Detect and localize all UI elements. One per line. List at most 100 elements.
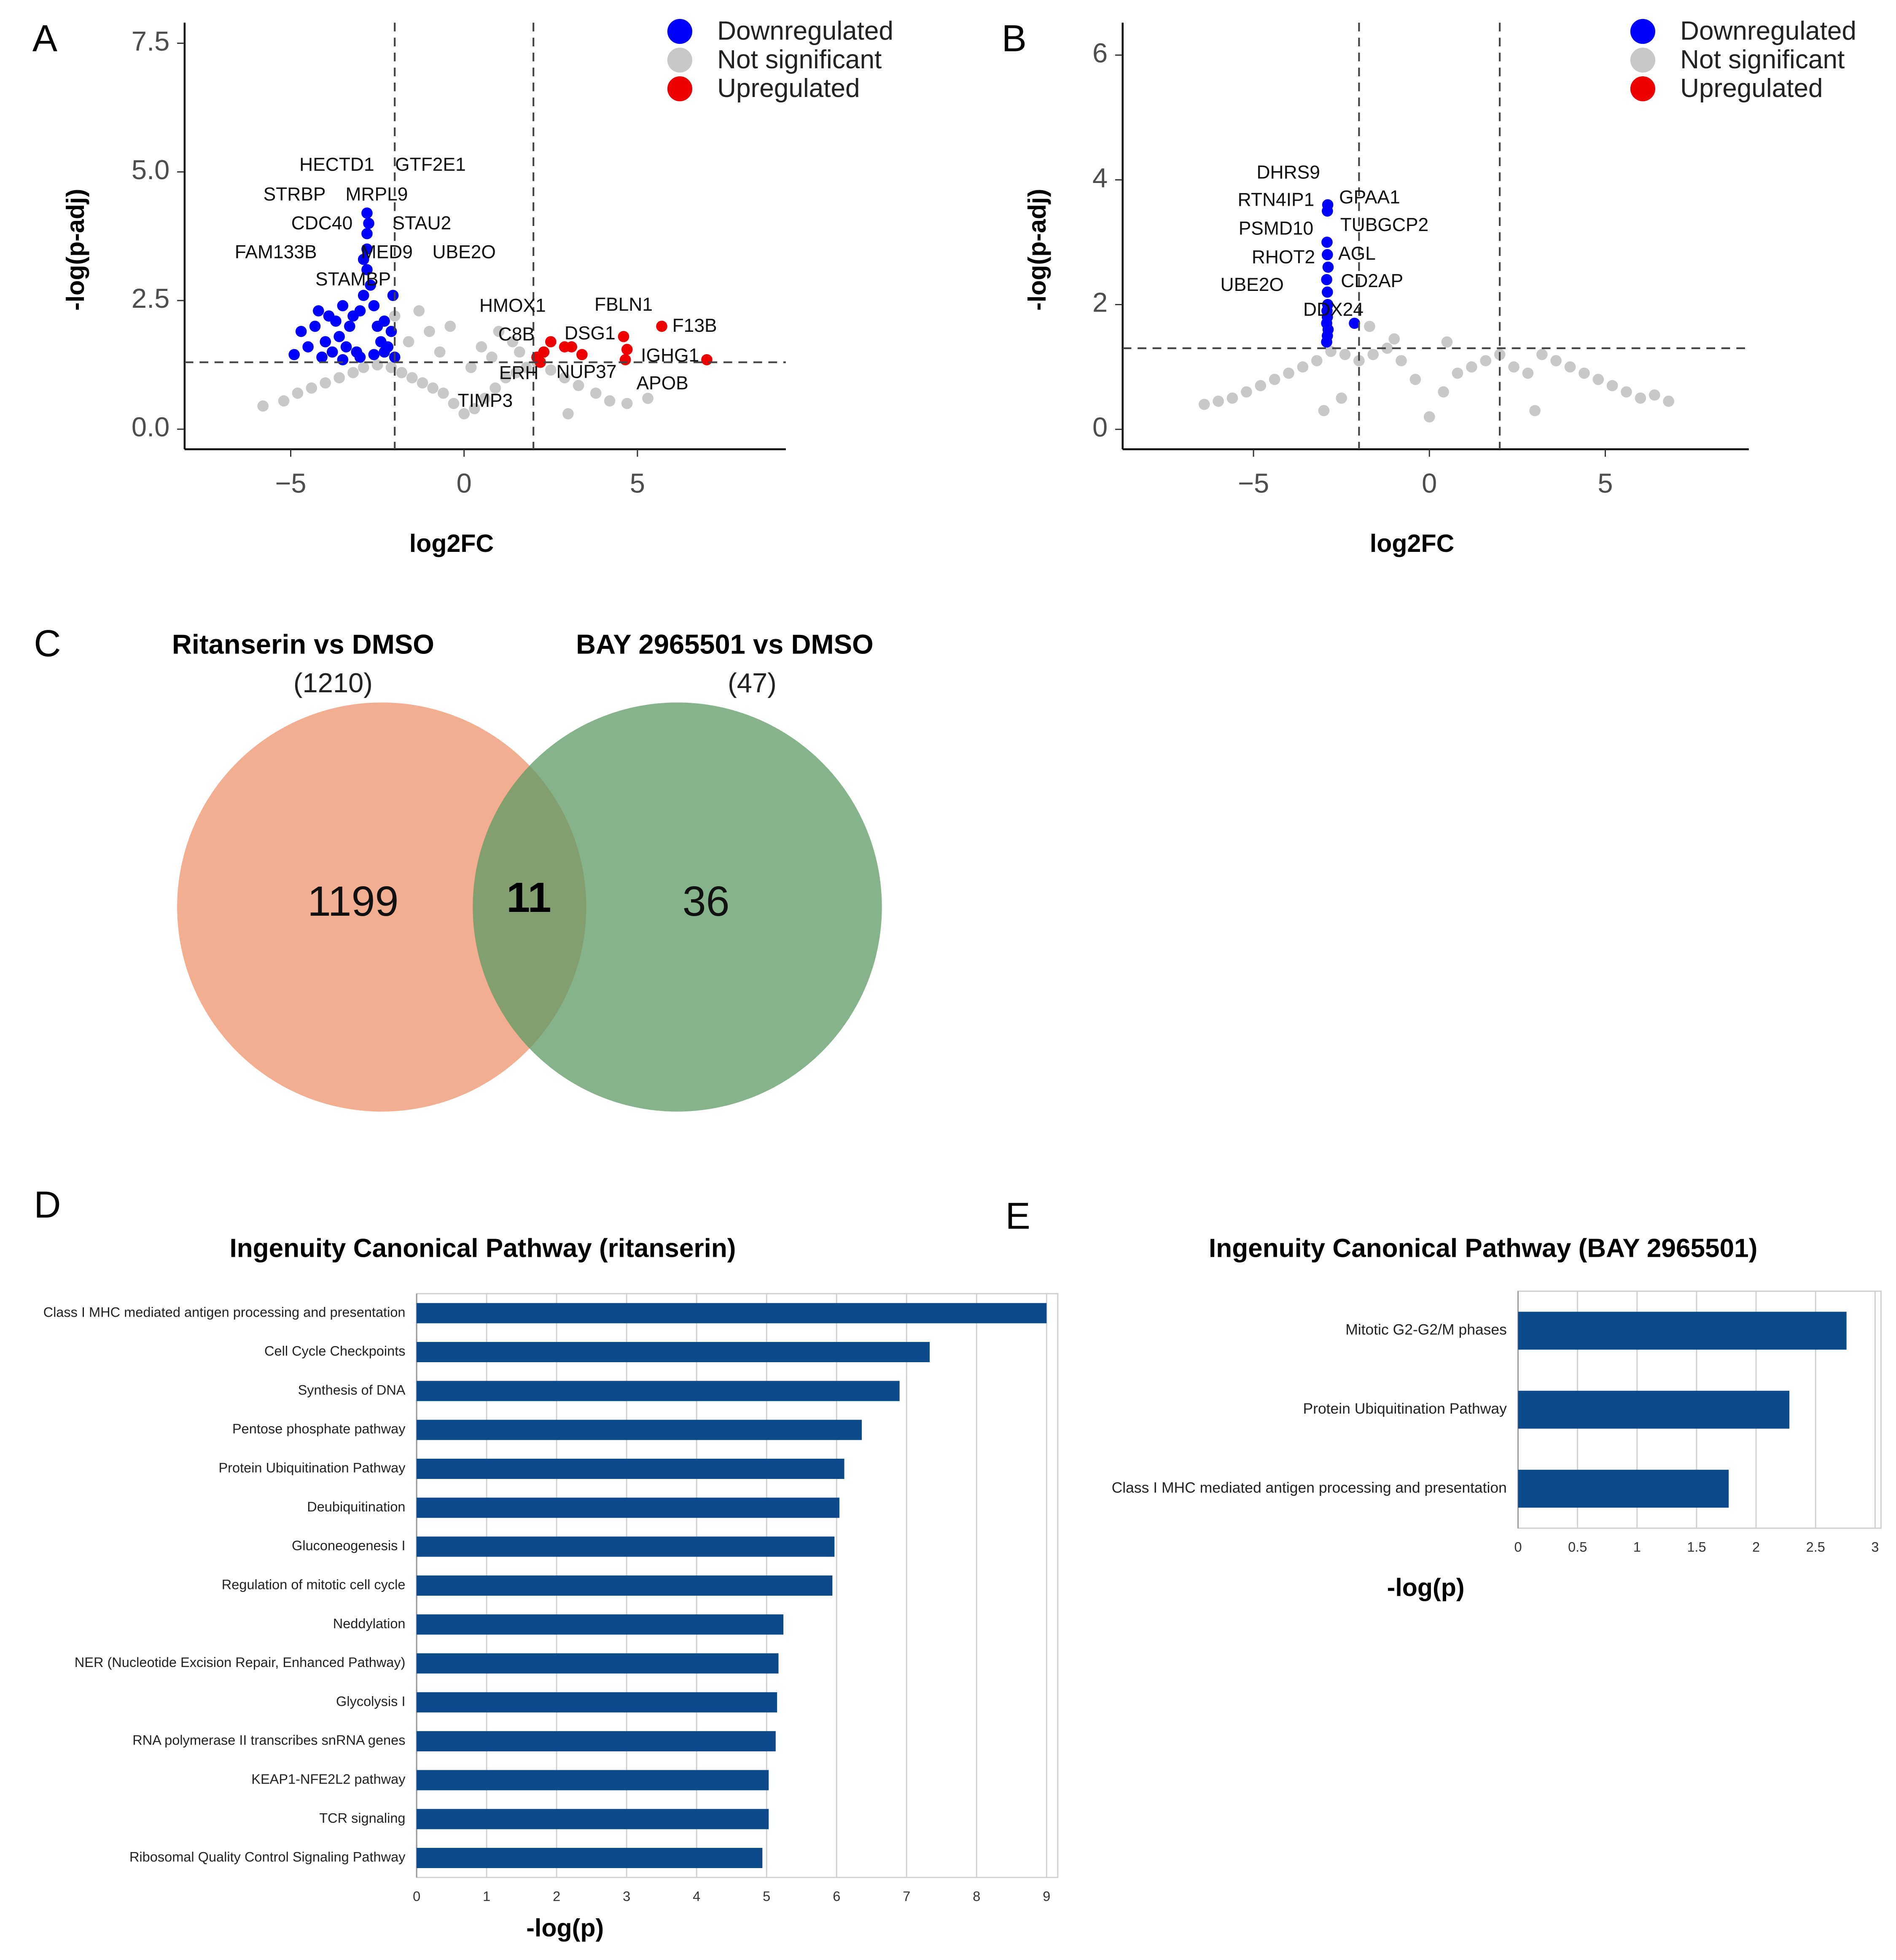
bar xyxy=(417,1458,844,1479)
point xyxy=(306,382,317,394)
legend-label: Not significant xyxy=(1680,45,1845,74)
point xyxy=(1213,395,1224,407)
x-tick-label: 0.5 xyxy=(1568,1540,1587,1555)
point xyxy=(403,336,414,347)
point xyxy=(507,336,519,347)
point xyxy=(573,379,584,391)
y-tick-label: 0.0 xyxy=(132,411,169,442)
y-tick-label: 7.5 xyxy=(132,26,169,56)
gene-label: TUBGCP2 xyxy=(1340,215,1429,235)
point xyxy=(1438,386,1449,398)
point xyxy=(379,315,390,327)
point xyxy=(358,290,369,301)
gene-label: GPAA1 xyxy=(1339,187,1400,208)
point xyxy=(387,290,399,301)
gene-label: UBE2O xyxy=(433,242,496,262)
gene-label: DDX24 xyxy=(1303,299,1364,320)
point xyxy=(1423,411,1435,423)
point xyxy=(1297,361,1309,373)
legend-swatch xyxy=(667,76,692,102)
point xyxy=(427,382,439,394)
category-label: NER (Nucleotide Excision Repair, Enhance… xyxy=(75,1655,406,1670)
x-tick-label: 0 xyxy=(413,1889,420,1904)
y-tick-label: 5.0 xyxy=(132,154,169,185)
overlap-count: 11 xyxy=(506,874,551,921)
category-label: Regulation of mitotic cell cycle xyxy=(222,1577,406,1592)
point xyxy=(406,372,418,384)
legend-label: Downregulated xyxy=(717,16,893,46)
y-tick-label: 2 xyxy=(1092,287,1108,318)
point xyxy=(1606,380,1618,392)
point xyxy=(333,372,345,384)
point xyxy=(354,305,366,317)
point xyxy=(562,408,574,419)
category-label: Deubiquitination xyxy=(307,1499,405,1514)
gene-label: STRBP xyxy=(264,184,326,205)
point xyxy=(545,364,557,376)
point xyxy=(316,351,328,363)
bar xyxy=(417,1614,784,1635)
point xyxy=(493,325,505,337)
bar xyxy=(417,1575,833,1596)
panel-letter: D xyxy=(34,1184,61,1226)
x-tick-label: 4 xyxy=(693,1889,700,1904)
point xyxy=(621,398,633,409)
bar xyxy=(417,1303,1047,1323)
point xyxy=(538,346,550,358)
point xyxy=(312,305,324,317)
point xyxy=(1663,395,1674,407)
gene-label: FBLN1 xyxy=(594,294,653,315)
point xyxy=(358,253,369,265)
x-axis-label: -log(p) xyxy=(1387,1573,1465,1601)
legend-label: Not significant xyxy=(717,45,882,74)
gene-label: CDC40 xyxy=(291,213,352,234)
gene-label: F13B xyxy=(672,315,717,336)
point xyxy=(354,351,366,363)
point xyxy=(1396,355,1407,366)
x-tick-label: −5 xyxy=(1238,468,1269,499)
point xyxy=(320,336,331,347)
point xyxy=(1388,333,1400,345)
point xyxy=(1364,320,1375,332)
gene-label: CD2AP xyxy=(1341,271,1403,291)
gene-label: APOB xyxy=(636,373,688,394)
point xyxy=(344,320,355,332)
point xyxy=(1409,374,1421,385)
point xyxy=(438,387,449,399)
point xyxy=(347,367,359,379)
point xyxy=(1381,342,1393,354)
gene-label: PSMD10 xyxy=(1239,218,1314,239)
point xyxy=(1322,199,1334,211)
point xyxy=(1321,249,1333,261)
point xyxy=(434,346,446,358)
point xyxy=(396,367,407,379)
category-label: Neddylation xyxy=(333,1616,406,1631)
point xyxy=(1367,349,1379,360)
bar xyxy=(417,1653,779,1674)
gene-label: STAU2 xyxy=(393,213,452,234)
panel-letter: A xyxy=(32,18,58,59)
x-tick-label: 2.5 xyxy=(1806,1540,1825,1555)
legend-swatch xyxy=(667,47,692,73)
point xyxy=(1255,380,1267,392)
point xyxy=(1322,261,1334,273)
point xyxy=(444,320,456,332)
point xyxy=(1339,349,1351,360)
point xyxy=(1226,393,1238,404)
gene-label: HECTD1 xyxy=(299,154,374,175)
point xyxy=(1321,237,1333,248)
legend-swatch xyxy=(667,19,692,44)
point xyxy=(1466,361,1477,373)
point xyxy=(361,243,373,255)
point xyxy=(1336,393,1347,404)
point xyxy=(489,382,501,394)
point xyxy=(1441,336,1453,348)
point xyxy=(465,362,477,373)
point xyxy=(559,372,570,384)
x-tick-label: 7 xyxy=(903,1889,910,1904)
point xyxy=(535,357,546,368)
point xyxy=(576,349,588,360)
category-label: TCR signaling xyxy=(319,1810,405,1826)
panel-letter: B xyxy=(1002,18,1027,59)
